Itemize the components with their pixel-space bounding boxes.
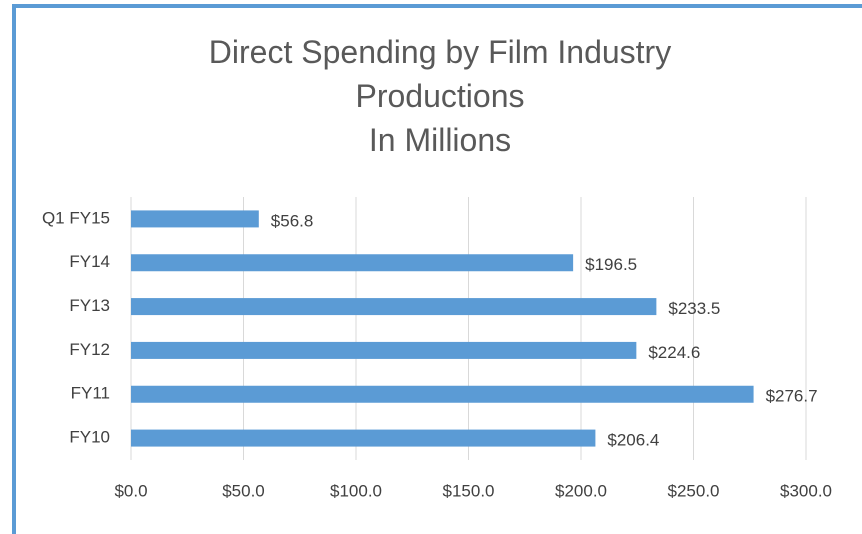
bar xyxy=(131,210,259,228)
y-tick-label: FY14 xyxy=(69,252,110,271)
chart-title-block: Direct Spending by Film Industry Product… xyxy=(170,30,710,162)
y-tick-label: FY10 xyxy=(69,428,110,447)
data-label: $224.6 xyxy=(648,343,700,362)
bar xyxy=(131,429,596,447)
x-tick-label: $50.0 xyxy=(222,481,265,500)
chart-border xyxy=(12,4,862,534)
x-tick-label: $300.0 xyxy=(780,481,832,500)
y-tick-label: FY11 xyxy=(71,384,110,403)
bar xyxy=(131,385,754,403)
chart-container: Direct Spending by Film Industry Product… xyxy=(12,4,862,534)
x-tick-label: $250.0 xyxy=(668,481,720,500)
data-label: $276.7 xyxy=(766,387,818,406)
y-tick-label: Q1 FY15 xyxy=(42,208,110,227)
bar xyxy=(131,254,574,272)
data-label: $206.4 xyxy=(607,431,659,450)
chart-subtitle: In Millions xyxy=(368,122,512,158)
x-tick-label: $200.0 xyxy=(555,481,607,500)
x-tick-label: $150.0 xyxy=(443,481,495,500)
data-label: $196.5 xyxy=(585,255,637,274)
x-tick-label: $0.0 xyxy=(114,481,147,500)
chart: $0.0 $50.0 $100.0 $150.0 $200.0 $250.0 $300.0 F… xyxy=(42,197,832,500)
data-label: $56.8 xyxy=(271,211,314,230)
bar xyxy=(131,298,657,316)
x-tick-label: $100.0 xyxy=(330,481,382,500)
data-label: $233.5 xyxy=(668,299,720,318)
y-tick-label: FY13 xyxy=(69,296,110,315)
y-tick-label: FY12 xyxy=(69,340,110,359)
bar xyxy=(131,341,637,359)
chart-title: Direct Spending by Film Industry Product… xyxy=(208,34,672,114)
